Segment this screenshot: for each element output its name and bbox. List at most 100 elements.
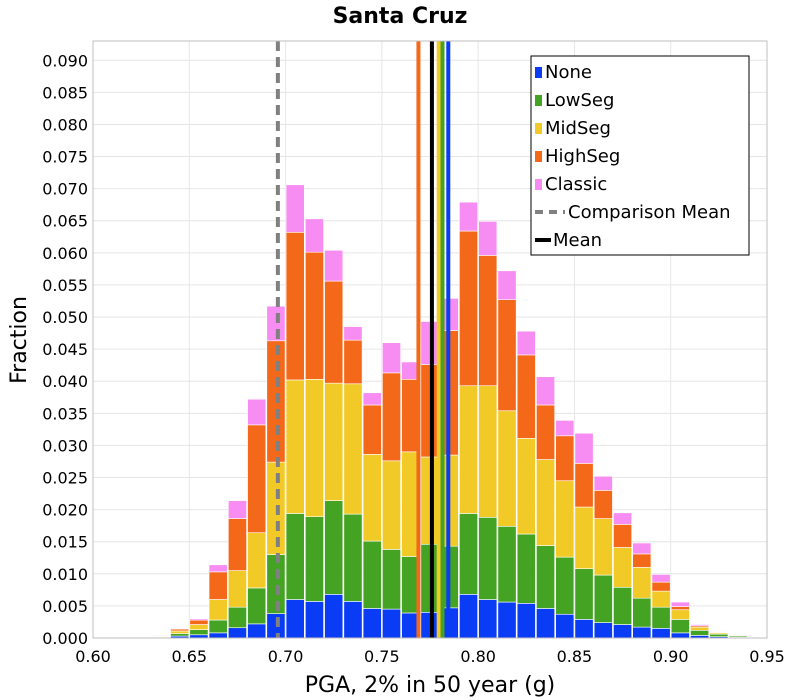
- y-tick-label: 0.005: [42, 597, 88, 616]
- bar-lowseg: [170, 633, 190, 637]
- bar-none: [362, 608, 382, 639]
- bar-classic: [555, 420, 575, 437]
- bar-none: [247, 623, 267, 639]
- bar-midseg: [516, 438, 536, 535]
- bar-lowseg: [593, 574, 613, 623]
- histogram-bars: [150, 184, 748, 639]
- legend-swatch: [535, 95, 542, 106]
- bar-none: [478, 599, 498, 639]
- bar-midseg: [478, 385, 498, 518]
- bar-classic: [247, 398, 267, 426]
- bar-classic: [478, 221, 498, 256]
- bar-highseg: [670, 606, 690, 611]
- bar-none: [574, 619, 594, 639]
- legend-swatch: [535, 67, 542, 78]
- bar-lowseg: [343, 513, 363, 602]
- bar-lowseg: [247, 587, 267, 625]
- bar-midseg: [536, 459, 555, 546]
- y-tick-label: 0.045: [42, 340, 88, 359]
- bar-midseg: [497, 410, 517, 527]
- bar-none: [593, 622, 613, 639]
- bar-midseg: [189, 624, 209, 630]
- bar-none: [208, 632, 228, 639]
- bar-classic: [343, 326, 363, 341]
- legend-label: Mean: [553, 230, 602, 251]
- y-tick-label: 0.040: [42, 372, 88, 391]
- bar-midseg: [574, 506, 594, 569]
- bar-midseg: [459, 385, 478, 514]
- bar-highseg: [228, 518, 247, 571]
- bar-lowseg: [382, 549, 401, 610]
- x-tick-label: 0.80: [460, 647, 496, 666]
- bar-classic: [593, 475, 613, 491]
- bar-lowseg: [497, 526, 517, 603]
- bar-classic: [574, 432, 594, 464]
- bar-midseg: [208, 599, 228, 621]
- x-tick-label: 0.65: [171, 647, 207, 666]
- bar-classic: [305, 218, 324, 253]
- bar-lowseg: [478, 517, 498, 600]
- bar-highseg: [362, 404, 382, 455]
- bar-midseg: [228, 570, 247, 608]
- legend-swatch: [535, 123, 542, 134]
- plot-frame: [92, 40, 768, 639]
- bar-highseg: [497, 299, 517, 412]
- bar-midseg: [362, 454, 382, 542]
- bar-lowseg: [285, 513, 305, 600]
- y-axis-title: Fraction: [7, 296, 32, 384]
- bar-none: [343, 601, 363, 639]
- legend-label: LowSeg: [545, 90, 614, 111]
- bar-lowseg: [362, 540, 382, 609]
- bar-classic: [536, 376, 555, 406]
- y-tick-label: 0.025: [42, 469, 88, 488]
- bar-classic: [459, 201, 478, 232]
- bar-none: [651, 628, 671, 639]
- bar-none: [324, 594, 344, 639]
- bar-none: [459, 594, 478, 639]
- bar-classic: [613, 512, 633, 525]
- bar-lowseg: [536, 545, 555, 609]
- legend: None LowSeg MidSeg HighSeg Classic Comparison…: [530, 55, 750, 256]
- y-tick-label: 0.075: [42, 148, 88, 167]
- bar-lowseg: [670, 619, 690, 634]
- y-tick-label: 0.090: [42, 51, 88, 70]
- bar-highseg: [613, 524, 633, 548]
- bar-classic: [362, 392, 382, 406]
- bar-highseg: [536, 404, 555, 460]
- x-axis-title: PGA, 2% in 50 year (g): [305, 673, 556, 698]
- bar-highseg: [208, 571, 228, 600]
- bar-classic: [516, 330, 536, 356]
- bar-none: [613, 624, 633, 639]
- bar-midseg: [305, 378, 324, 517]
- bar-classic: [228, 500, 247, 519]
- bar-classic: [189, 618, 209, 621]
- y-tick-label: 0.070: [42, 180, 88, 199]
- bar-classic: [690, 624, 710, 627]
- bar-highseg: [324, 280, 344, 384]
- bar-midseg: [670, 609, 690, 620]
- bar-lowseg: [651, 606, 671, 629]
- bar-midseg: [382, 460, 401, 550]
- bar-highseg: [593, 490, 613, 519]
- mean-lines: [275, 41, 451, 638]
- bar-lowseg: [208, 619, 228, 634]
- bar-none: [555, 613, 575, 639]
- bar-lowseg: [228, 606, 247, 629]
- y-tick-label: 0.080: [42, 115, 88, 134]
- y-axis-ticks: 0.000 0.005 0.010 0.015 0.020 0.025 0.030 0.035…: [42, 51, 88, 648]
- bar-classic: [382, 342, 401, 374]
- bar-classic: [651, 574, 671, 583]
- bar-highseg: [247, 424, 267, 534]
- x-tick-label: 0.75: [364, 647, 400, 666]
- bar-highseg: [574, 463, 594, 508]
- y-tick-label: 0.060: [42, 244, 88, 263]
- y-tick-label: 0.010: [42, 565, 88, 584]
- bar-none: [305, 601, 324, 639]
- x-tick-label: 0.60: [75, 647, 111, 666]
- bar-highseg: [305, 251, 324, 380]
- y-tick-label: 0.085: [42, 83, 88, 102]
- bar-none: [382, 608, 401, 639]
- legend-label: Classic: [545, 174, 607, 195]
- legend-label: MidSeg: [545, 118, 611, 139]
- bar-midseg: [651, 590, 671, 608]
